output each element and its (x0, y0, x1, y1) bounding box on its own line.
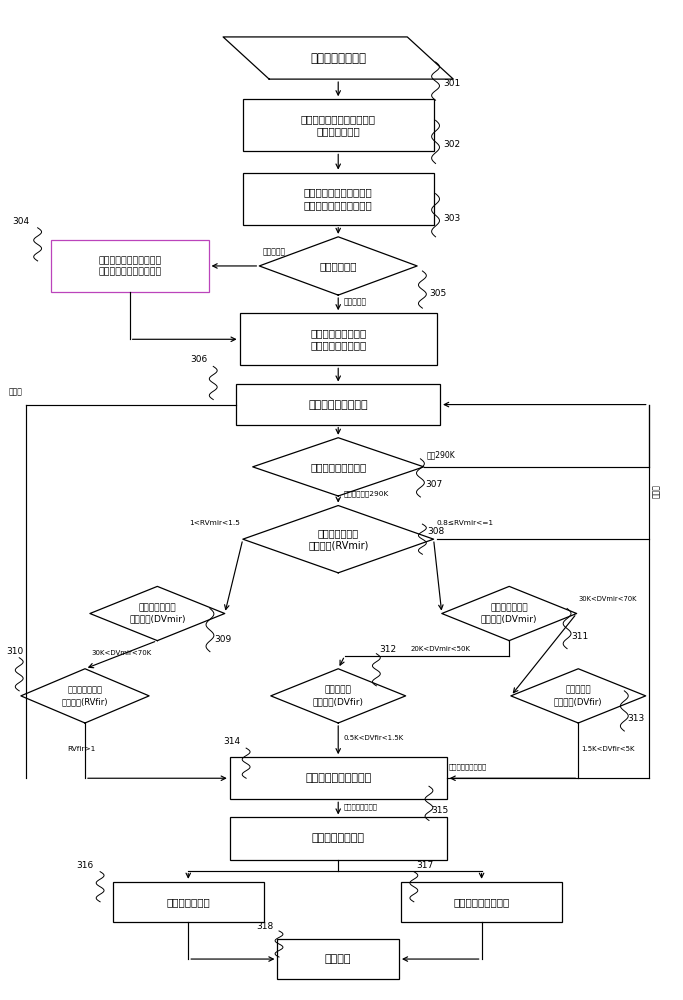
Text: 无重叠区域: 无重叠区域 (344, 297, 367, 306)
Bar (51, 240, 208, 292)
Text: 20K<DVmir<50K: 20K<DVmir<50K (410, 646, 471, 652)
Bar (229, 757, 447, 799)
Polygon shape (243, 506, 434, 573)
Text: 316: 316 (76, 861, 94, 870)
Bar (240, 313, 437, 365)
Text: 1.5K<DVfir<5K: 1.5K<DVfir<5K (581, 746, 635, 752)
Bar (243, 99, 434, 151)
Text: 结果输出: 结果输出 (325, 954, 352, 964)
Text: 311: 311 (572, 632, 589, 641)
Text: 读取多源卫星遥感数据并进
行数据格式解析: 读取多源卫星遥感数据并进 行数据格式解析 (301, 114, 376, 137)
Text: 310: 310 (6, 647, 23, 656)
Text: 312: 312 (379, 645, 396, 654)
Polygon shape (442, 586, 576, 641)
Text: 全部像元处理完成: 全部像元处理完成 (344, 803, 378, 810)
Text: 308: 308 (427, 527, 444, 536)
Text: 301: 301 (443, 79, 461, 88)
Polygon shape (21, 669, 149, 723)
Text: 中红外与热红外
差值判识(DVmir): 中红外与热红外 差值判识(DVmir) (129, 603, 186, 624)
Text: 结构元矩阵卷积处理: 结构元矩阵卷积处理 (454, 897, 510, 907)
Text: 生成沙尘识别二值数据: 生成沙尘识别二值数据 (305, 773, 372, 783)
Text: 不满足: 不满足 (9, 388, 23, 397)
Text: 304: 304 (13, 217, 30, 226)
Bar (113, 882, 264, 922)
Text: 313: 313 (628, 714, 645, 723)
Text: 基本热红外阈值判识: 基本热红外阈值判识 (310, 462, 366, 472)
Bar (236, 384, 440, 425)
Text: 大于290K: 大于290K (427, 451, 456, 460)
Text: 沙尘强度指数计算: 沙尘强度指数计算 (311, 834, 365, 844)
Text: 318: 318 (256, 922, 273, 931)
Text: 基于最小卫星天顶角优先
算法的数据匹配融合处理: 基于最小卫星天顶角优先 算法的数据匹配融合处理 (98, 256, 161, 276)
Text: RVfir>1: RVfir>1 (68, 746, 96, 752)
Text: 红外亮温小于290K: 红外亮温小于290K (344, 491, 389, 497)
Text: 有重叠区域: 有重叠区域 (262, 247, 285, 256)
Polygon shape (253, 438, 423, 496)
Text: 309: 309 (214, 635, 232, 644)
Polygon shape (90, 586, 225, 641)
Polygon shape (511, 669, 645, 723)
Text: 近红外和可见光
比值判识(RVmir): 近红外和可见光 比值判识(RVmir) (308, 528, 368, 550)
Text: 继续下一个像元处理: 继续下一个像元处理 (449, 763, 487, 770)
Polygon shape (260, 237, 417, 295)
Text: 基于最短路径邻近点插值
算法的数据投影变换处理: 基于最短路径邻近点插值 算法的数据投影变换处理 (304, 187, 373, 210)
Text: 305: 305 (429, 289, 446, 298)
Polygon shape (270, 669, 406, 723)
Text: 不满足: 不满足 (652, 484, 661, 498)
Text: 中红外与热红外
差值判识(DVmir): 中红外与热红外 差值判识(DVmir) (481, 603, 538, 624)
Text: 小成分去除处理: 小成分去除处理 (167, 897, 210, 907)
Text: 基于太阳高度角余弦
算法的数据订正处理: 基于太阳高度角余弦 算法的数据订正处理 (310, 328, 366, 350)
Polygon shape (223, 37, 454, 79)
Text: 1<RVmir<1.5: 1<RVmir<1.5 (189, 520, 240, 526)
Text: 红外分裂窗比值
指数判识(RVfir): 红外分裂窗比值 指数判识(RVfir) (61, 686, 108, 706)
Text: 314: 314 (223, 737, 240, 746)
Text: 306: 306 (191, 355, 208, 364)
Text: 307: 307 (425, 480, 443, 489)
Text: 30K<DVmir<70K: 30K<DVmir<70K (92, 650, 152, 656)
Text: 315: 315 (432, 806, 449, 815)
Text: 循环读取各像元数据: 循环读取各像元数据 (309, 400, 368, 410)
Text: 317: 317 (416, 861, 433, 870)
Text: 0.8≤RVmir<=1: 0.8≤RVmir<=1 (437, 520, 494, 526)
Text: 数据时空融合: 数据时空融合 (320, 261, 357, 271)
Bar (229, 817, 447, 860)
Bar (243, 173, 434, 225)
Bar (277, 939, 399, 979)
Text: 红外分裂窗
差值判识(DVfir): 红外分裂窗 差值判识(DVfir) (554, 686, 602, 706)
Text: 0.5K<DVfir<1.5K: 0.5K<DVfir<1.5K (344, 735, 404, 741)
Text: 红外分裂窗
差值判识(DVfir): 红外分裂窗 差值判识(DVfir) (313, 686, 364, 706)
Bar (401, 882, 562, 922)
Text: 302: 302 (443, 140, 460, 149)
Text: 303: 303 (443, 214, 461, 223)
Text: 30K<DVmir<70K: 30K<DVmir<70K (579, 596, 637, 602)
Text: 多源卫星遥感数据: 多源卫星遥感数据 (310, 52, 366, 65)
